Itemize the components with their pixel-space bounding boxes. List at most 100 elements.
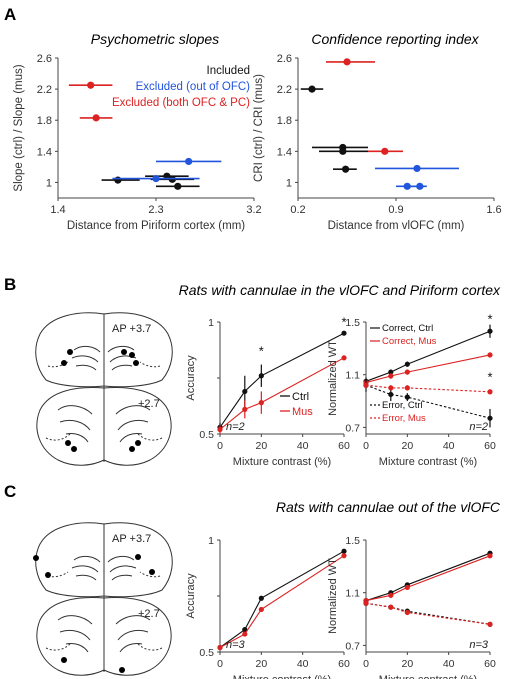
y-tick-label: 2.6 bbox=[37, 53, 52, 65]
panel-letter-a: A bbox=[4, 5, 16, 24]
n-annotation: n=2 bbox=[469, 421, 488, 433]
brain-section-c: AP +3.7 +2.7 bbox=[33, 522, 173, 676]
x-tick-label: 1.6 bbox=[486, 204, 501, 216]
series-line bbox=[365, 384, 491, 419]
x-tick-label: 60 bbox=[338, 440, 350, 452]
legend-error-mus: Error, Mus bbox=[382, 413, 426, 424]
data-point bbox=[242, 627, 248, 633]
data-point bbox=[114, 176, 122, 184]
n-annotation: n=2 bbox=[226, 421, 245, 433]
y-tick-label: 0.7 bbox=[345, 640, 360, 652]
y-axis-label: CRI (ctrl) / CRI (mus) bbox=[253, 74, 265, 182]
data-point bbox=[381, 147, 389, 155]
data-point bbox=[343, 58, 351, 66]
y-tick-label: 2.2 bbox=[37, 84, 52, 96]
data-point bbox=[404, 394, 410, 400]
data-point bbox=[87, 81, 95, 89]
data-point bbox=[363, 600, 369, 606]
data-point bbox=[341, 330, 347, 336]
series-line bbox=[219, 550, 345, 648]
series-line bbox=[365, 555, 491, 602]
x-tick-label: 20 bbox=[401, 440, 413, 452]
significance-star: * bbox=[259, 344, 264, 359]
y-tick-label: 1 bbox=[208, 317, 214, 329]
panel-letter-c: C bbox=[4, 482, 16, 501]
x-axis-label: Distance from Piriform cortex (mm) bbox=[67, 220, 245, 232]
data-point bbox=[404, 609, 410, 616]
legend-ctrl: Ctrl bbox=[292, 391, 309, 403]
series-line bbox=[365, 354, 491, 384]
y-axis-label: Accuracy bbox=[185, 355, 197, 401]
y-tick-label: 1.4 bbox=[277, 146, 292, 158]
y-tick-label: 2.2 bbox=[277, 84, 292, 96]
data-point bbox=[92, 114, 100, 122]
brain-section-b: AP +3.7 +2.7 bbox=[35, 312, 173, 466]
data-point bbox=[242, 631, 248, 637]
data-point bbox=[242, 388, 248, 395]
series-line bbox=[365, 552, 491, 602]
x-tick-label: 2.3 bbox=[148, 204, 163, 216]
y-tick-label: 1 bbox=[208, 535, 214, 547]
x-axis-label: Distance from vlOFC (mm) bbox=[328, 220, 465, 232]
data-point bbox=[242, 406, 248, 412]
series-line bbox=[365, 602, 491, 625]
x-axis-label: Mixture contrast (%) bbox=[379, 674, 477, 679]
data-point bbox=[174, 182, 182, 190]
panel-a-left-title: Psychometric slopes bbox=[91, 31, 219, 47]
brain-c-label-bottom: +2.7 bbox=[138, 608, 160, 620]
chart-b-normalized-wt: 0 20 40 60 0.7 1.1 1.5 Mixture contrast (%) Norm… bbox=[327, 311, 496, 468]
y-tick-label: 1.5 bbox=[345, 317, 360, 329]
legend-a: Included Excluded (out of OFC) Excluded … bbox=[112, 65, 250, 109]
brain-c-label-top: AP +3.7 bbox=[112, 533, 151, 545]
y-axis-label: Normalized WT bbox=[327, 340, 339, 416]
data-point bbox=[217, 426, 223, 433]
panel-b-title: Rats with cannulae in the vlOFC and Piri… bbox=[179, 282, 501, 298]
significance-star: * bbox=[487, 311, 492, 326]
x-tick-label: 60 bbox=[484, 440, 496, 452]
x-tick-label: 1.4 bbox=[50, 204, 65, 216]
legend-b-wt: Correct, Ctrl Correct, Mus Error, Ctrl E… bbox=[370, 323, 437, 424]
data-point bbox=[342, 165, 350, 173]
data-point bbox=[487, 415, 493, 421]
x-tick-label: 0 bbox=[363, 440, 369, 452]
data-point bbox=[388, 391, 394, 398]
chart-psychometric-slopes: 1.4 2.3 3.2 1 1.4 1.8 2.2 2.6 Distance from Piri… bbox=[13, 53, 262, 232]
data-point bbox=[258, 595, 264, 601]
data-point bbox=[341, 553, 347, 559]
series-line bbox=[219, 332, 345, 428]
x-tick-label: 40 bbox=[443, 658, 455, 670]
data-point bbox=[388, 373, 394, 379]
series-line bbox=[365, 602, 491, 625]
data-point bbox=[413, 164, 421, 173]
data-point bbox=[404, 385, 410, 391]
data-point bbox=[388, 369, 394, 375]
data-point bbox=[487, 553, 493, 559]
y-tick-label: 1 bbox=[286, 177, 292, 189]
chart-b-accuracy: 0 20 40 60 0.5 1 Mixture contrast (%) Accuracy *… bbox=[185, 314, 350, 468]
x-axis-label: Mixture contrast (%) bbox=[233, 674, 331, 679]
data-point bbox=[388, 592, 394, 598]
x-tick-label: 20 bbox=[401, 658, 413, 670]
data-point bbox=[404, 584, 410, 591]
chart-confidence-reporting-index: 0.2 0.9 1.6 1 1.4 1.8 2.2 2.6 Distance from vlOF… bbox=[253, 53, 502, 232]
data-point bbox=[217, 644, 223, 651]
data-point bbox=[388, 385, 394, 391]
y-tick-label: 0.5 bbox=[199, 429, 214, 441]
panel-letter-b: B bbox=[4, 275, 16, 294]
data-point bbox=[363, 382, 369, 388]
y-tick-label: 0.5 bbox=[199, 647, 214, 659]
x-axis-label: Mixture contrast (%) bbox=[379, 456, 477, 468]
x-tick-label: 20 bbox=[255, 658, 267, 670]
legend-excluded-out-ofc: Excluded (out of OFC) bbox=[136, 81, 251, 93]
y-axis-label: Normalized WT bbox=[327, 558, 339, 634]
chart-c-accuracy: 0 20 40 60 0.5 1 Mixture contrast (%) Accuracy n… bbox=[185, 535, 350, 679]
x-tick-label: 40 bbox=[297, 440, 309, 452]
x-tick-label: 0.9 bbox=[388, 204, 403, 216]
series-line bbox=[365, 330, 491, 382]
legend-included: Included bbox=[207, 65, 250, 77]
chart-c-normalized-wt: 0 20 40 60 0.7 1.1 1.5 Mixture contrast (%) Norm… bbox=[327, 535, 496, 679]
data-point bbox=[185, 157, 193, 166]
x-tick-label: 20 bbox=[255, 440, 267, 452]
y-tick-label: 1 bbox=[46, 177, 52, 189]
data-point bbox=[404, 369, 410, 375]
